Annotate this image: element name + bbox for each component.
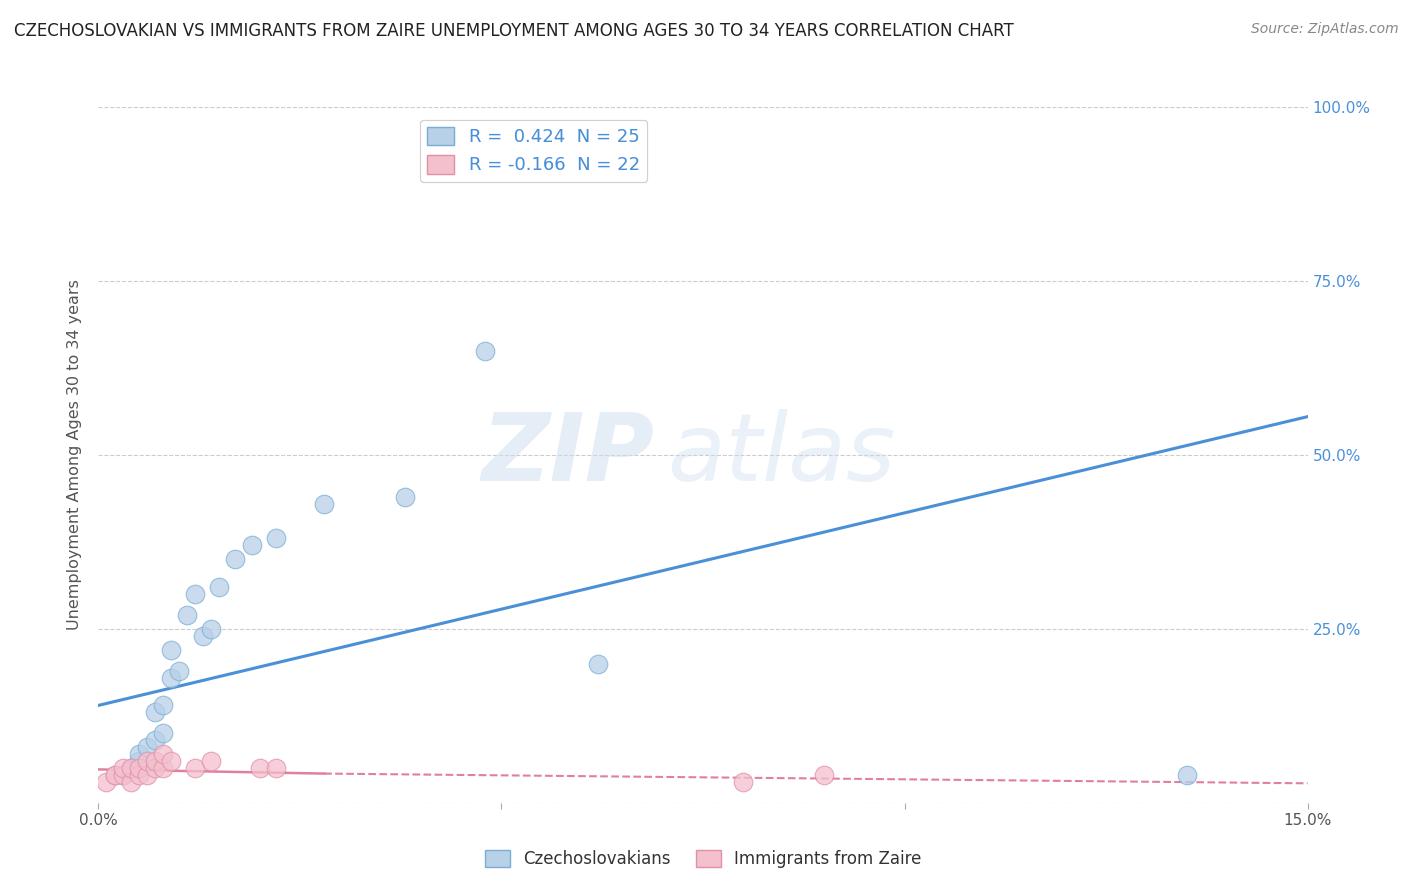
Point <box>111 768 134 782</box>
Point <box>128 761 150 775</box>
Point <box>224 552 246 566</box>
Point <box>264 761 287 775</box>
Point <box>394 490 416 504</box>
Point <box>128 754 150 768</box>
Point <box>120 761 142 775</box>
Point <box>135 754 157 768</box>
Text: ZIP: ZIP <box>482 409 655 501</box>
Text: Source: ZipAtlas.com: Source: ZipAtlas.com <box>1251 22 1399 37</box>
Point <box>733 775 755 789</box>
Point <box>96 775 118 789</box>
Point <box>103 768 125 782</box>
Point <box>200 622 222 636</box>
Point <box>813 768 835 782</box>
Point <box>160 642 183 657</box>
Point <box>135 740 157 755</box>
Legend: Czechoslovakians, Immigrants from Zaire: Czechoslovakians, Immigrants from Zaire <box>478 843 928 875</box>
Point <box>184 587 207 601</box>
Point <box>143 733 166 747</box>
Point <box>1175 768 1198 782</box>
Point <box>103 768 125 782</box>
Point <box>193 629 215 643</box>
Point <box>128 768 150 782</box>
Point <box>586 657 609 671</box>
Point <box>160 754 183 768</box>
Point <box>120 775 142 789</box>
Point <box>143 761 166 775</box>
Point <box>474 343 496 358</box>
Point <box>167 664 190 678</box>
Point <box>143 706 166 720</box>
Point <box>240 538 263 552</box>
Text: atlas: atlas <box>666 409 896 500</box>
Point <box>152 747 174 761</box>
Point <box>249 761 271 775</box>
Point <box>264 532 287 546</box>
Point <box>111 761 134 775</box>
Point <box>314 497 336 511</box>
Point <box>184 761 207 775</box>
Point <box>152 698 174 713</box>
Y-axis label: Unemployment Among Ages 30 to 34 years: Unemployment Among Ages 30 to 34 years <box>67 279 83 631</box>
Point <box>160 671 183 685</box>
Point <box>135 768 157 782</box>
Text: CZECHOSLOVAKIAN VS IMMIGRANTS FROM ZAIRE UNEMPLOYMENT AMONG AGES 30 TO 34 YEARS : CZECHOSLOVAKIAN VS IMMIGRANTS FROM ZAIRE… <box>14 22 1014 40</box>
Point <box>208 580 231 594</box>
Legend: R =  0.424  N = 25, R = -0.166  N = 22: R = 0.424 N = 25, R = -0.166 N = 22 <box>420 120 647 182</box>
Point <box>111 768 134 782</box>
Point <box>143 754 166 768</box>
Point <box>152 726 174 740</box>
Point <box>176 607 198 622</box>
Point <box>152 761 174 775</box>
Point <box>120 761 142 775</box>
Point <box>200 754 222 768</box>
Point <box>128 747 150 761</box>
